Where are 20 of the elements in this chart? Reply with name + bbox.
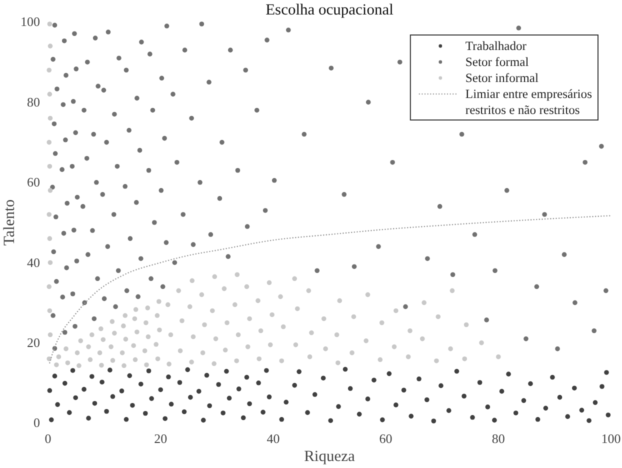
x-tick-label: 100: [601, 431, 621, 446]
x-tick-label: 60: [379, 431, 392, 446]
y-axis-title: Talento: [1, 199, 18, 246]
legend-label: Limiar entre empresários restritos e não restritos: [465, 87, 592, 118]
x-axis-title: Riqueza: [304, 448, 356, 465]
chart-title: Escolha ocupacional: [266, 2, 394, 18]
x-tick-label: 20: [154, 431, 168, 446]
legend-label: Trabalhador: [465, 39, 528, 54]
x-tick-label: 40: [266, 431, 280, 446]
y-tick-label: 40: [27, 254, 40, 270]
legend-label: Setor formal: [465, 55, 530, 70]
y-tick-label: 20: [27, 334, 40, 350]
x-tick-label: 0: [44, 431, 52, 446]
line-series: [49, 215, 612, 364]
y-tick-label: 0: [34, 415, 40, 430]
y-tick-label: 80: [27, 94, 40, 110]
legend-label: Setor informal: [465, 71, 540, 86]
y-tick-label: 60: [27, 174, 40, 190]
y-tick-label: 100: [20, 14, 40, 30]
x-tick-label: 80: [492, 431, 505, 446]
